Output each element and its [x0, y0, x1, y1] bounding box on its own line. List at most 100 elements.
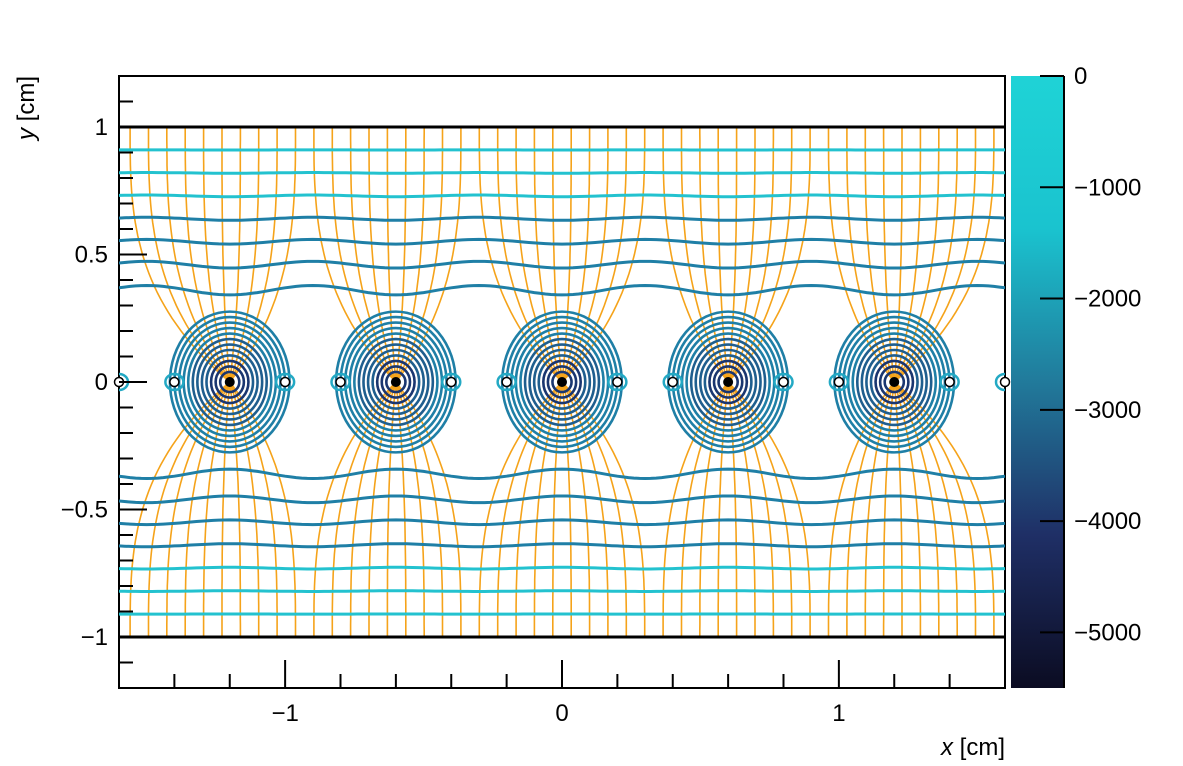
y-tick-label: −0.5 [61, 497, 108, 524]
cathode-wire [612, 376, 623, 388]
colorbar-tick-label: −2000 [1074, 286, 1141, 313]
cathode-wire [446, 376, 457, 388]
equipotential-line [119, 215, 1005, 222]
field-line [533, 381, 563, 637]
field-line [893, 127, 959, 383]
equipotential-loop [685, 332, 771, 432]
cathode-wire [944, 376, 955, 388]
x-tick-label: 1 [832, 700, 845, 727]
field-line [166, 127, 231, 383]
equipotential-loop [519, 332, 605, 432]
wires [113, 376, 1011, 388]
equipotential-loop [878, 365, 910, 399]
field-line [368, 127, 397, 383]
x-axis-title: x [cm] [940, 734, 1005, 761]
x-axis: −1 0 1 [118, 660, 1006, 727]
equipotential-loop [874, 359, 915, 405]
y-axis-title: y [cm] [13, 76, 40, 142]
equipotential-line [119, 467, 1005, 481]
equipotential-loop [698, 348, 758, 416]
y-tick-label: 0 [95, 369, 108, 396]
colorbar-gradient [1011, 76, 1064, 688]
y-tick-label: −1 [81, 624, 108, 651]
equipotential-line [119, 283, 1005, 297]
equipotential-loop [523, 337, 601, 427]
colorbar: 0 −1000 −2000 −3000 −4000 −5000 [1011, 63, 1141, 688]
field-line [698, 127, 729, 383]
equipotential-line [119, 237, 1005, 246]
equipotential-loop [551, 370, 573, 394]
equipotential-loop [274, 372, 296, 392]
x-tick-label: −1 [271, 700, 298, 727]
equipotential-loop [164, 372, 185, 392]
equipotential-line [119, 193, 1005, 199]
anode-wire [224, 377, 235, 387]
field-line [533, 127, 563, 383]
equipotential-loop [689, 337, 767, 427]
field-line [698, 381, 729, 637]
cathode-wire [279, 376, 291, 388]
field-line [893, 381, 959, 637]
equipotential-line [119, 259, 1005, 270]
equipotential-loop [380, 365, 412, 399]
equipotential-loop [441, 372, 462, 392]
equipotential-loop [939, 372, 960, 392]
equipotential-loop [883, 370, 906, 394]
field-line [727, 127, 756, 383]
equipotential-loop [214, 365, 246, 399]
colorbar-tick-label: −5000 [1074, 619, 1141, 646]
cathode-wire [999, 376, 1011, 388]
anode-wire [723, 377, 734, 387]
equipotential-loop [708, 359, 749, 405]
equipotential-loop [703, 354, 753, 410]
y-tick-label: 1 [95, 114, 108, 141]
equipotential-loop [330, 372, 351, 392]
field-line [166, 381, 231, 637]
equipotential-loop [496, 372, 517, 392]
equipotential-loop [528, 343, 596, 421]
y-tick-label: 0.5 [75, 242, 108, 269]
field-line [368, 381, 397, 637]
equipotential-loop [366, 348, 426, 416]
equipotential-line [119, 171, 1005, 175]
colorbar-tick-label: −4000 [1074, 508, 1141, 535]
cathode-wire [169, 376, 180, 388]
equipotential-loop [607, 372, 628, 392]
cathode-wire [501, 376, 512, 388]
equipotential-loop [694, 343, 762, 421]
equipotential-loop [773, 372, 794, 392]
equipotential-loop [532, 348, 592, 416]
equipotential-loop [385, 370, 407, 394]
colorbar-tick-label: −3000 [1074, 397, 1141, 424]
equipotential-line [119, 565, 1005, 571]
equipotential-loop [712, 365, 744, 399]
equipotential-line [119, 494, 1005, 505]
equipotential-loop [196, 343, 264, 421]
equipotential-loop [542, 359, 582, 405]
equipotential-loop [218, 370, 241, 394]
equipotential-line [119, 542, 1005, 549]
colorbar-tick-label: 0 [1074, 63, 1087, 90]
cathode-wire [833, 376, 845, 388]
equipotential-loop [869, 354, 919, 410]
equipotential-loop [200, 348, 259, 416]
field-line [395, 127, 426, 383]
colorbar-ticks: 0 −1000 −2000 −3000 −4000 −5000 [1040, 63, 1141, 688]
equipotential-loop [537, 354, 587, 410]
x-tick-label: 0 [555, 700, 568, 727]
equipotential-loop [209, 359, 250, 405]
equipotential-loop [186, 332, 273, 432]
field-line [229, 381, 260, 637]
equipotential-loop [717, 370, 739, 394]
equipotential-loop [860, 343, 928, 421]
anode-wire [889, 377, 900, 387]
field-line [864, 381, 895, 637]
equipotential-line [119, 518, 1005, 527]
equipotential-loop [851, 332, 938, 432]
equipotential-loop [855, 337, 933, 427]
equipotential-loop [362, 343, 430, 421]
equipotential-loop [546, 365, 578, 399]
anode-wire [390, 377, 401, 387]
cathode-wire [667, 376, 678, 388]
